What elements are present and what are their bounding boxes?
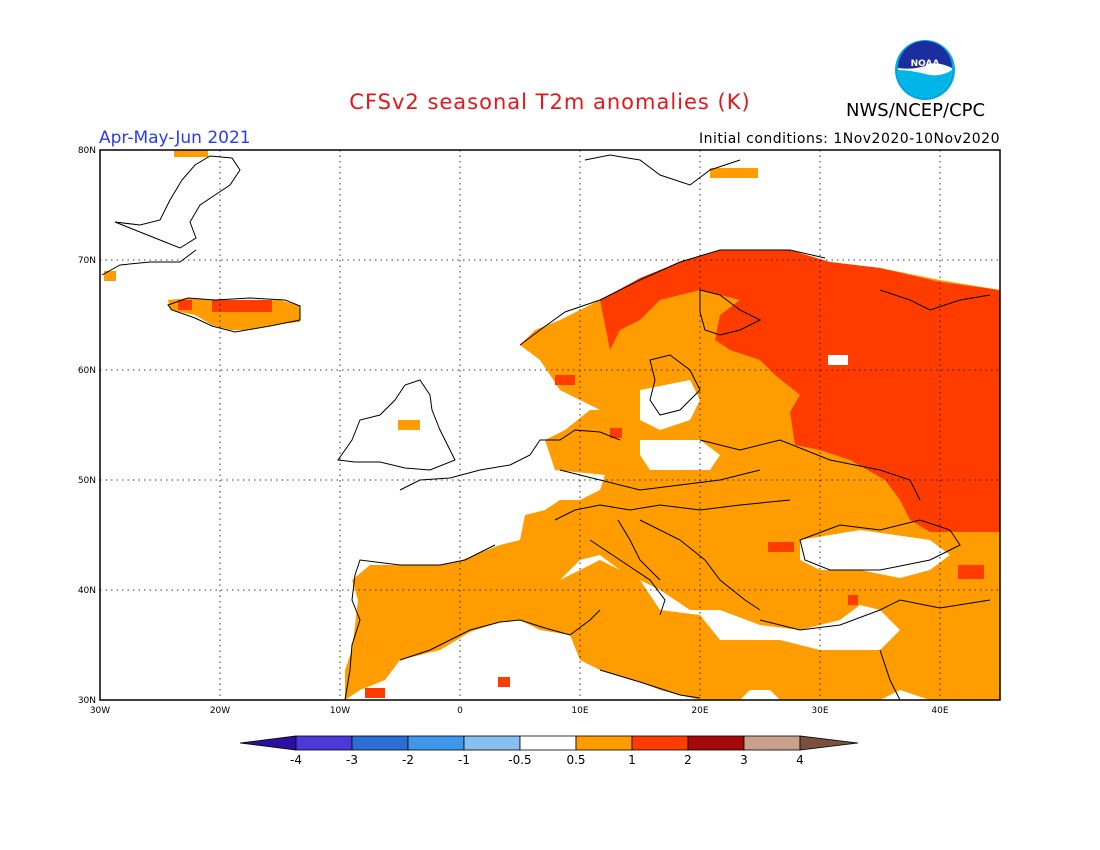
colorbar: -4 -3 -2 -1 -0.5 0.5 1 2 3 4: [239, 735, 859, 767]
anomaly-cell: [498, 677, 510, 687]
initial-conditions: Initial conditions: 1Nov2020-10Nov2020: [698, 131, 1000, 147]
colorbar-segment: [519, 735, 577, 751]
colorbar-label: -1: [458, 753, 470, 767]
lat-tick-label: 50N: [78, 476, 96, 486]
lon-tick-label: 40E: [931, 706, 948, 716]
colorbar-label: -3: [346, 753, 358, 767]
lon-tick-label: 0: [457, 706, 463, 716]
season-label: Apr-May-Jun 2021: [99, 128, 251, 148]
colorbar-segment: [407, 735, 465, 751]
colorbar-segment: [687, 735, 745, 751]
colorbar-segment: [799, 735, 859, 751]
lat-tick-label: 40N: [78, 586, 96, 596]
noaa-logo: NOAA: [895, 40, 955, 100]
axis-labels: 30W 20W 10W 0 10E 20E 30E 40E 30N 40N 50N 60N 70N 80N: [78, 146, 949, 716]
colorbar-segment: [463, 735, 521, 751]
anomaly-cell: [828, 355, 848, 365]
anomaly-cell: [174, 150, 208, 157]
logo-text: NOAA: [911, 59, 940, 69]
lat-tick-label: 80N: [78, 146, 96, 156]
anomaly-cell: [365, 688, 385, 698]
near-normal-area: [640, 380, 700, 430]
anomaly-cell: [848, 595, 858, 605]
colorbar-label: 3: [740, 753, 748, 767]
colorbar-label: 4: [796, 753, 804, 767]
anomaly-cell: [882, 428, 892, 438]
colorbar-segment: [575, 735, 633, 751]
colorbar-segment: [295, 735, 353, 751]
anomaly-cell: [610, 428, 622, 438]
anomaly-region-2k: [600, 250, 1000, 532]
colorbar-segment: [631, 735, 689, 751]
map-grid: [100, 150, 1000, 700]
anomaly-cell: [178, 300, 192, 310]
colorbar-label: -4: [290, 753, 302, 767]
lon-tick-label: 20E: [691, 706, 708, 716]
colorbar-label: 1: [628, 753, 636, 767]
lon-tick-label: 10W: [330, 706, 350, 716]
lon-tick-label: 30W: [90, 706, 110, 716]
anomaly-cell: [555, 375, 575, 385]
map-title: CFSv2 seasonal T2m anomalies (K): [349, 90, 751, 114]
colorbar-segment: [743, 735, 801, 751]
near-normal-area: [800, 530, 950, 578]
lon-tick-label: 10E: [571, 706, 588, 716]
anomaly-cell: [212, 300, 272, 312]
anomaly-cell: [398, 420, 420, 430]
lat-tick-label: 70N: [78, 256, 96, 266]
anomaly-cell: [104, 271, 116, 281]
agency-label: NWS/NCEP/CPC: [846, 100, 986, 121]
anomaly-fills: [104, 150, 1000, 700]
anomaly-cell: [768, 542, 794, 552]
map-frame: [99, 149, 1001, 701]
anomaly-cell: [958, 565, 984, 579]
colorbar-segment: [239, 735, 297, 751]
lon-tick-label: 30E: [811, 706, 828, 716]
colorbar-label: -0.5: [508, 753, 531, 767]
colorbar-label: 0.5: [566, 753, 585, 767]
near-normal-area: [560, 555, 900, 650]
anomaly-cell: [710, 168, 758, 178]
lon-tick-label: 20W: [210, 706, 230, 716]
lat-tick-label: 60N: [78, 366, 96, 376]
colorbar-label: -2: [402, 753, 414, 767]
lat-tick-label: 30N: [78, 696, 96, 706]
colorbar-label: 2: [684, 753, 692, 767]
colorbar-segment: [351, 735, 409, 751]
